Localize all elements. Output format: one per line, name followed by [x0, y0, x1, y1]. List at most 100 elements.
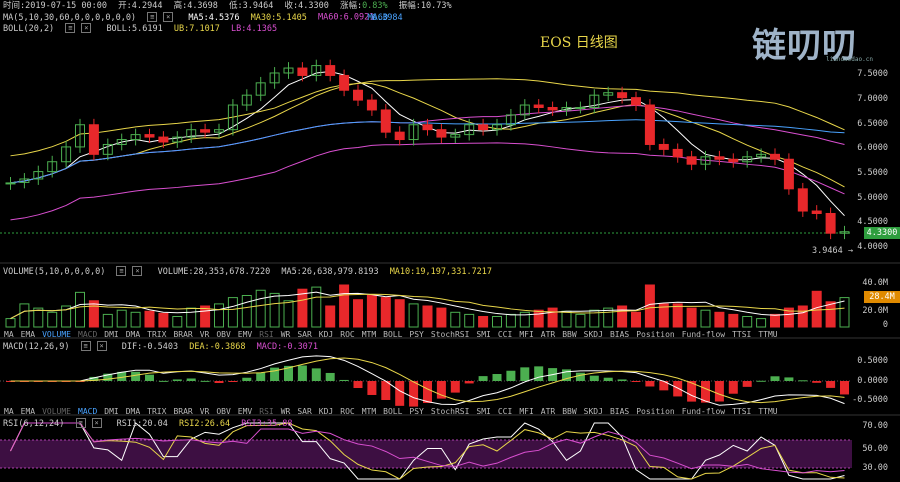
- tab-brar[interactable]: BRAR: [173, 330, 193, 339]
- rsi-lines: [10, 422, 845, 480]
- tab-emv[interactable]: EMV: [237, 330, 253, 339]
- tab-dmi[interactable]: DMI: [104, 407, 119, 416]
- macd-bar: [228, 381, 238, 382]
- tab-volume[interactable]: VOLUME: [42, 407, 71, 416]
- volume-bar: [19, 303, 30, 328]
- candle: [33, 171, 44, 180]
- tab-position[interactable]: Position: [636, 407, 675, 416]
- tab-bbw[interactable]: BBW: [562, 330, 577, 339]
- tab-roc[interactable]: ROC: [340, 407, 355, 416]
- tab-cci[interactable]: CCI: [497, 330, 513, 339]
- close-icon[interactable]: ×: [81, 23, 92, 33]
- tab-ma[interactable]: MA: [4, 407, 14, 416]
- candle: [547, 106, 558, 111]
- tab-sar[interactable]: SAR: [297, 330, 312, 339]
- tab-mtm[interactable]: MTM: [361, 407, 377, 416]
- macd-bar: [603, 377, 613, 381]
- volume-bar: [158, 312, 169, 328]
- tab-vr[interactable]: VR: [199, 407, 210, 416]
- tab-trix[interactable]: TRIX: [147, 330, 167, 339]
- tab-macd[interactable]: MACD: [78, 407, 98, 416]
- candle: [380, 109, 391, 133]
- tab-ttmu[interactable]: TTMU: [758, 330, 778, 339]
- tab-fund-flow[interactable]: Fund-flow: [681, 330, 726, 339]
- tab-bbw[interactable]: BBW: [562, 407, 577, 416]
- tab-mtm[interactable]: MTM: [361, 330, 377, 339]
- tab-psy[interactable]: PSY: [409, 407, 424, 416]
- tab-wr[interactable]: WR: [280, 330, 291, 339]
- tab-ttmu[interactable]: TTMU: [758, 407, 778, 416]
- tab-atr[interactable]: ATR: [540, 407, 556, 416]
- tab-ema[interactable]: EMA: [20, 330, 36, 339]
- tab-trix[interactable]: TRIX: [147, 407, 167, 416]
- volume-bar: [617, 305, 628, 328]
- macd-bar: [214, 381, 224, 384]
- close-icon[interactable]: ×: [96, 341, 107, 351]
- tab-rsi[interactable]: RSI: [259, 407, 274, 416]
- tab-dma[interactable]: DMA: [125, 330, 141, 339]
- open-label: 开:4.2944: [118, 1, 163, 11]
- tab-stochrsi[interactable]: StochRSI: [430, 407, 470, 416]
- tab-ttsi[interactable]: TTSI: [732, 407, 752, 416]
- candle: [311, 65, 322, 76]
- close-icon[interactable]: ×: [132, 266, 143, 276]
- tab-atr[interactable]: ATR: [540, 330, 556, 339]
- tab-dmi[interactable]: DMI: [104, 330, 119, 339]
- ma-extra-b: 6.3984: [371, 12, 403, 23]
- tab-emv[interactable]: EMV: [237, 407, 253, 416]
- settings-icon[interactable]: ≡: [80, 341, 91, 351]
- macd-bar: [367, 381, 377, 395]
- tab-sar[interactable]: SAR: [297, 407, 312, 416]
- tab-fund-flow[interactable]: Fund-flow: [681, 407, 726, 416]
- tab-mfi[interactable]: MFI: [519, 407, 534, 416]
- tab-psy[interactable]: PSY: [409, 330, 424, 339]
- tab-rsi[interactable]: RSI: [259, 330, 274, 339]
- tab-ema[interactable]: EMA: [20, 407, 36, 416]
- macd-bar: [770, 376, 780, 381]
- tab-ma[interactable]: MA: [4, 330, 14, 339]
- ma-legend: MA(5,10,30,60,0,0,0,0,0,0) ≡ × MA5:4.5376…: [3, 12, 437, 23]
- candle: [797, 188, 808, 212]
- tab-kdj[interactable]: KDJ: [318, 407, 334, 416]
- tab-obv[interactable]: OBV: [216, 407, 231, 416]
- tab-stochrsi[interactable]: StochRSI: [430, 330, 470, 339]
- tab-skdj[interactable]: SKDJ: [583, 407, 603, 416]
- price-axis-label: 7.0000: [857, 94, 888, 105]
- settings-icon[interactable]: ≡: [147, 12, 158, 22]
- candle: [770, 153, 780, 160]
- tab-boll[interactable]: BOLL: [383, 407, 403, 416]
- macd-bar: [242, 377, 252, 381]
- tab-dma[interactable]: DMA: [125, 407, 141, 416]
- tab-obv[interactable]: OBV: [216, 330, 231, 339]
- tab-vr[interactable]: VR: [199, 330, 210, 339]
- tab-bias[interactable]: BIAS: [609, 330, 630, 339]
- tab-boll[interactable]: BOLL: [383, 330, 403, 339]
- tab-volume[interactable]: VOLUME: [42, 330, 71, 339]
- tab-brar[interactable]: BRAR: [173, 407, 193, 416]
- volume-bar: [33, 307, 44, 328]
- tab-skdj[interactable]: SKDJ: [583, 330, 603, 339]
- tab-position[interactable]: Position: [636, 330, 675, 339]
- tab-mfi[interactable]: MFI: [519, 330, 534, 339]
- settings-icon[interactable]: ≡: [65, 23, 76, 33]
- macd-value: MACD:-0.3071: [256, 341, 319, 352]
- close-icon[interactable]: ×: [91, 418, 102, 428]
- tab-ttsi[interactable]: TTSI: [732, 330, 752, 339]
- tab-smi[interactable]: SMI: [476, 330, 491, 339]
- close-icon[interactable]: ×: [163, 12, 174, 22]
- tab-kdj[interactable]: KDJ: [318, 330, 334, 339]
- tab-smi[interactable]: SMI: [476, 407, 491, 416]
- macd-legend: MACD(12,26,9) ≡ × DIF:-0.5403 DEA:-0.3868…: [3, 341, 324, 352]
- volume-bar: [269, 292, 280, 328]
- tab-roc[interactable]: ROC: [340, 330, 355, 339]
- settings-icon[interactable]: ≡: [75, 418, 86, 428]
- tab-cci[interactable]: CCI: [497, 407, 513, 416]
- settings-icon[interactable]: ≡: [116, 266, 127, 276]
- tab-macd[interactable]: MACD: [78, 330, 98, 339]
- volume-bar: [631, 311, 641, 328]
- tab-wr[interactable]: WR: [280, 407, 291, 416]
- volume-bar: [408, 303, 419, 328]
- volume-bar: [172, 316, 183, 328]
- tab-bias[interactable]: BIAS: [609, 407, 630, 416]
